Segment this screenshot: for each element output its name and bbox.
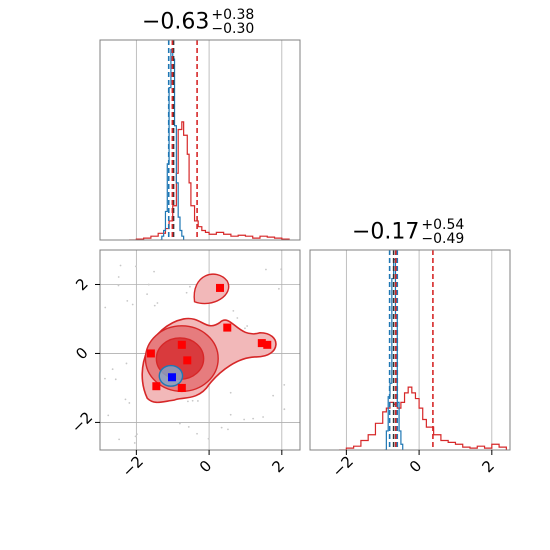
joint-background-sample: [236, 317, 239, 319]
joint-background-sample: [119, 264, 122, 267]
joint-background-sample: [283, 383, 286, 386]
panel1-title-lower: −0.30: [211, 21, 255, 37]
panel1-frame: [99, 39, 301, 241]
joint-background-sample: [179, 422, 181, 425]
panel1-title-value: −0.63: [142, 9, 210, 35]
joint-background-sample: [156, 302, 159, 304]
joint-background-sample: [185, 291, 188, 294]
joint-background-sample: [153, 304, 156, 307]
joint-frame: [99, 249, 301, 451]
panel1-gridlines: [135, 40, 283, 240]
panel2-gridlines: [345, 250, 493, 450]
joint-y-tick-label: 0: [72, 344, 91, 363]
joint-contour-top-lobe: [193, 273, 230, 305]
joint-background-sample: [134, 265, 137, 268]
joint-background-sample: [243, 418, 246, 421]
joint-background-sample: [244, 327, 246, 330]
joint-background-sample: [131, 303, 134, 306]
joint-background-sample: [104, 306, 107, 309]
panel1-title: −0.63 +0.38 −0.30: [142, 8, 254, 36]
panel2-title-upper: +0.54: [421, 217, 465, 233]
joint-red-point: [263, 340, 272, 349]
joint-red-point: [257, 339, 266, 348]
panel2-quantile-lines: [388, 250, 434, 450]
panel2-histogram: −2 0 2: [309, 249, 511, 481]
joint-background-sample: [153, 270, 155, 273]
joint-background-sample: [277, 287, 280, 290]
panel1-title-upper: +0.38: [211, 7, 255, 23]
joint-background-sample: [187, 400, 189, 403]
joint-background-sample: [117, 276, 120, 278]
joint-background-sample: [229, 413, 232, 416]
joint-blue-point: [168, 373, 176, 382]
joint-x-tick-label: −2: [119, 452, 147, 480]
joint-background-sample: [262, 416, 264, 418]
joint-background-sample: [111, 368, 114, 371]
joint-background-sample: [280, 268, 283, 271]
panel2-series: [339, 258, 507, 450]
joint-red-point: [223, 323, 232, 332]
joint-y-tick-label: 2: [72, 275, 91, 294]
joint-red-point: [216, 283, 224, 292]
joint-background-sample: [220, 426, 223, 429]
joint-y-tick-label: −2: [68, 408, 96, 436]
joint-background-sample: [272, 394, 275, 397]
joint-panel: −2 0 2 2 0 −2: [68, 249, 301, 481]
joint-background-sample: [265, 268, 267, 271]
joint-background-sample: [146, 293, 148, 296]
joint-y-ticks: 2 0 −2: [68, 275, 100, 437]
joint-background-sample: [197, 400, 199, 402]
joint-red-point: [183, 356, 192, 365]
joint-background-sample: [134, 435, 137, 438]
panel2-frame: [309, 249, 511, 451]
joint-background-sample: [147, 283, 150, 286]
joint-x-ticks: −2 0 2: [119, 450, 288, 481]
panel2-title-value: −0.17: [352, 219, 420, 245]
panel2-title-lower: −0.49: [421, 231, 465, 247]
joint-background-sample: [189, 285, 191, 288]
joint-background-sample: [124, 398, 127, 401]
panel1-title-errors: +0.38 −0.30: [211, 8, 254, 36]
panel1-histogram: [99, 39, 301, 241]
joint-background-sample: [191, 399, 194, 402]
joint-background-sample: [207, 437, 210, 440]
joint-red-point: [152, 382, 161, 391]
joint-red-point: [146, 349, 155, 358]
joint-background-sample: [128, 402, 131, 404]
panel2-x-tick-label: 0: [406, 457, 425, 476]
panel2-x-tick-label: 2: [479, 457, 498, 476]
joint-background-sample: [232, 310, 235, 312]
joint-red-point: [177, 383, 186, 392]
joint-background-sample: [227, 428, 229, 431]
joint-background-sample: [136, 433, 138, 436]
joint-background-sample: [133, 442, 136, 444]
joint-background-sample: [118, 438, 121, 441]
joint-red-point: [177, 340, 186, 349]
panel2-series-red: [339, 386, 507, 450]
joint-background-sample: [125, 362, 128, 365]
joint-points: [146, 283, 272, 392]
joint-background-sample: [283, 408, 286, 411]
joint-background-sample: [187, 426, 190, 428]
joint-background-sample: [107, 414, 110, 417]
joint-background-sample: [196, 432, 198, 435]
joint-background-sample: [114, 378, 117, 381]
joint-background-sample: [117, 284, 120, 287]
panel2-x-tick-label: −2: [329, 452, 357, 480]
joint-background-sample: [104, 377, 106, 380]
joint-x-tick-label: 0: [196, 457, 215, 476]
panel1-quantile-lines: [167, 40, 198, 240]
joint-background-sample: [246, 325, 249, 327]
joint-background-sample: [126, 299, 129, 302]
panel2-x-ticks: −2 0 2: [329, 450, 498, 481]
joint-background-sample: [252, 417, 255, 420]
joint-contours: [141, 273, 277, 404]
panel2-title-errors: +0.54 −0.49: [421, 218, 464, 246]
joint-background-sample: [229, 391, 232, 394]
joint-x-tick-label: 2: [269, 457, 288, 476]
panel2-title: −0.17 +0.54 −0.49: [352, 218, 464, 246]
